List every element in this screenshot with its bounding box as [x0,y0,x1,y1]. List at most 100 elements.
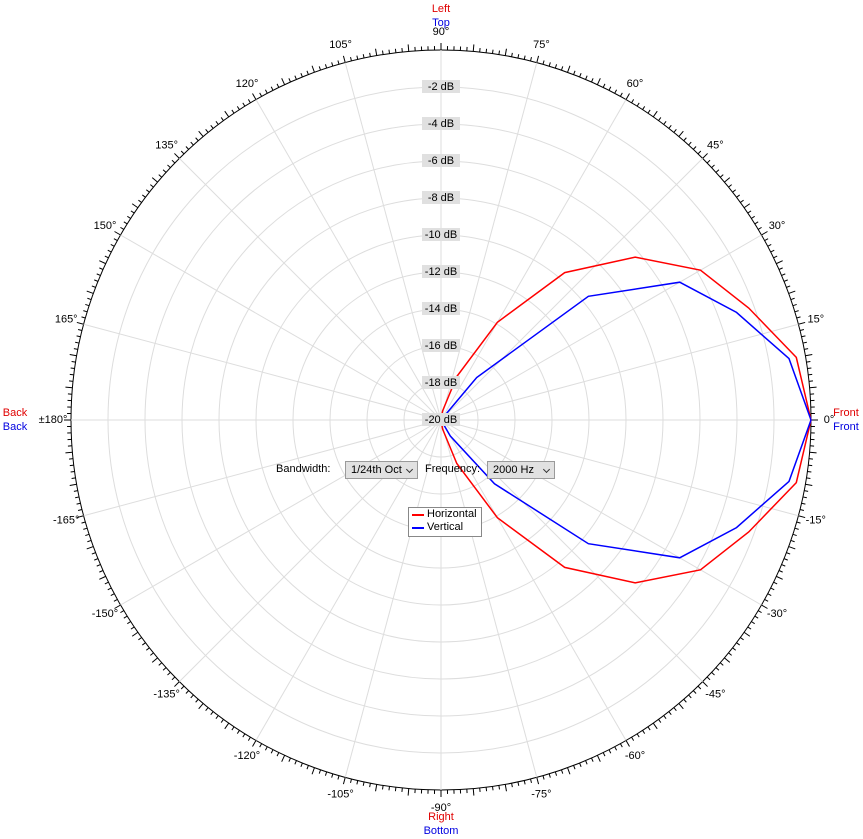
degree-tick [130,626,135,630]
degree-tick [252,93,257,100]
degree-tick [683,698,687,703]
degree-tick [697,685,702,690]
degree-tick [702,153,708,159]
degree-tick [636,733,640,738]
degree-tick [798,515,806,519]
degree-tick [151,657,158,663]
angle-label: -120° [234,750,260,762]
degree-tick [602,83,606,88]
degree-tick [362,781,365,786]
degree-tick [542,60,545,65]
degree-tick [530,56,532,62]
degree-tick [743,203,751,209]
degree-tick [636,102,640,107]
ring-label-bg [422,413,460,426]
degree-tick [806,360,811,363]
degree-tick [663,715,667,719]
degree-tick [77,509,83,511]
degree-tick [804,490,809,492]
degree-tick [205,129,209,133]
degree-tick [796,521,801,524]
degree-tick [692,146,697,150]
degree-tick [69,483,77,486]
degree-tick [567,767,571,775]
degree-tick [150,184,154,188]
degree-tick [799,509,805,511]
degree-tick [247,99,251,104]
degree-tick [631,99,635,104]
degree-tick [369,52,371,57]
degree-tick [783,279,788,282]
ring-label-bg [422,265,460,278]
degree-tick [185,146,190,150]
angle-label: -45° [705,688,725,700]
degree-tick [300,762,303,767]
degree-tick [162,169,167,173]
degree-tick [608,749,612,754]
degree-tick [151,177,158,183]
degree-tick [747,626,752,630]
degree-tick [311,65,315,73]
ring-label: -12 dB [425,266,457,278]
bandwidth-select[interactable]: 1/24th Oct [345,461,418,479]
degree-tick [567,65,571,73]
degree-tick [215,121,219,125]
degree-tick [104,581,109,585]
angle-label: 90° [433,26,450,38]
degree-tick [554,771,558,776]
degree-tick [764,598,769,602]
degree-tick [242,102,246,107]
degree-tick [276,752,280,757]
degree-tick [673,707,677,711]
degree-tick [71,477,76,480]
ring-label-bg [422,117,460,130]
degree-tick [560,769,564,774]
degree-tick [511,52,513,57]
degree-tick [350,778,352,784]
degree-tick [375,784,378,792]
degree-tick [728,184,732,188]
degree-tick [647,109,651,114]
degree-tick [167,671,171,676]
frequency-select[interactable]: 2000 Hz [487,461,555,479]
ring-label: -14 dB [425,303,457,315]
degree-tick [783,558,788,561]
degree-tick [87,297,92,301]
degree-tick [180,150,185,155]
degree-tick [342,777,346,785]
ring-label: -6 dB [428,155,454,167]
degree-tick [751,621,755,625]
degree-tick [224,722,230,730]
degree-tick [688,141,692,146]
degree-tick [809,386,817,389]
degree-tick [69,354,77,357]
degree-tick [331,62,334,67]
degree-tick [591,78,594,83]
degree-tick [73,348,78,350]
degree-tick [158,174,163,178]
degree-tick [81,316,86,319]
degree-tick [761,231,768,236]
degree-tick [792,533,797,537]
ring-label: -4 dB [428,118,454,130]
degree-tick [579,73,582,78]
direction-label: Front [833,421,859,433]
degree-tick [472,788,475,796]
degree-tick [631,736,635,741]
degree-tick [174,681,180,687]
direction-label: Bottom [424,825,459,837]
degree-tick [195,137,199,142]
degree-tick [342,55,346,63]
angle-label: -30° [767,608,787,620]
degree-tick [673,129,677,133]
ring-label-bg [422,376,460,389]
degree-tick [754,221,759,225]
degree-tick [150,652,154,656]
angle-label: 15° [807,313,824,325]
degree-tick [706,159,711,164]
degree-tick [375,48,378,56]
degree-tick [573,70,576,75]
degree-tick [619,92,623,97]
direction-label: Back [3,407,28,419]
degree-tick [688,694,692,699]
